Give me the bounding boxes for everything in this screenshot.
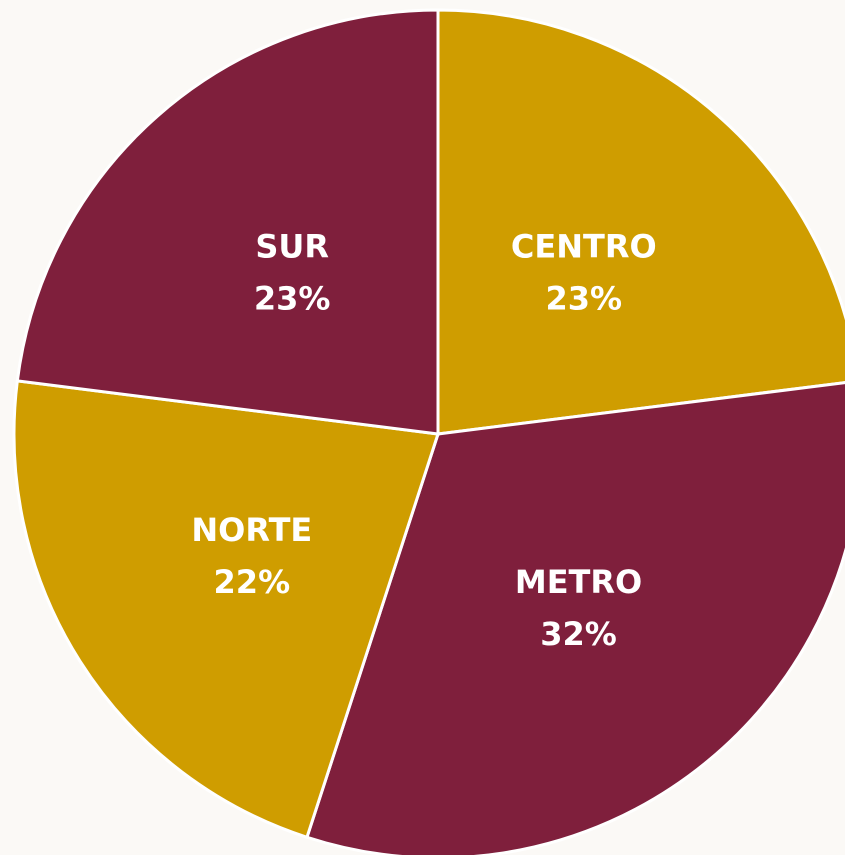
slice-label: CENTRO — [511, 228, 657, 266]
pie-slice — [436, 8, 845, 436]
slice-value-label: 23% — [254, 280, 331, 318]
slice-label: NORTE — [191, 511, 312, 549]
slice-value-label: 23% — [546, 280, 623, 318]
pie-slice — [12, 379, 440, 840]
slice-value-label: 32% — [540, 615, 617, 653]
slice-value-label: 22% — [214, 563, 291, 601]
pie-slice — [305, 381, 845, 855]
slice-label: METRO — [515, 563, 642, 601]
pie-slice — [15, 8, 440, 436]
slice-label: SUR — [255, 228, 329, 266]
